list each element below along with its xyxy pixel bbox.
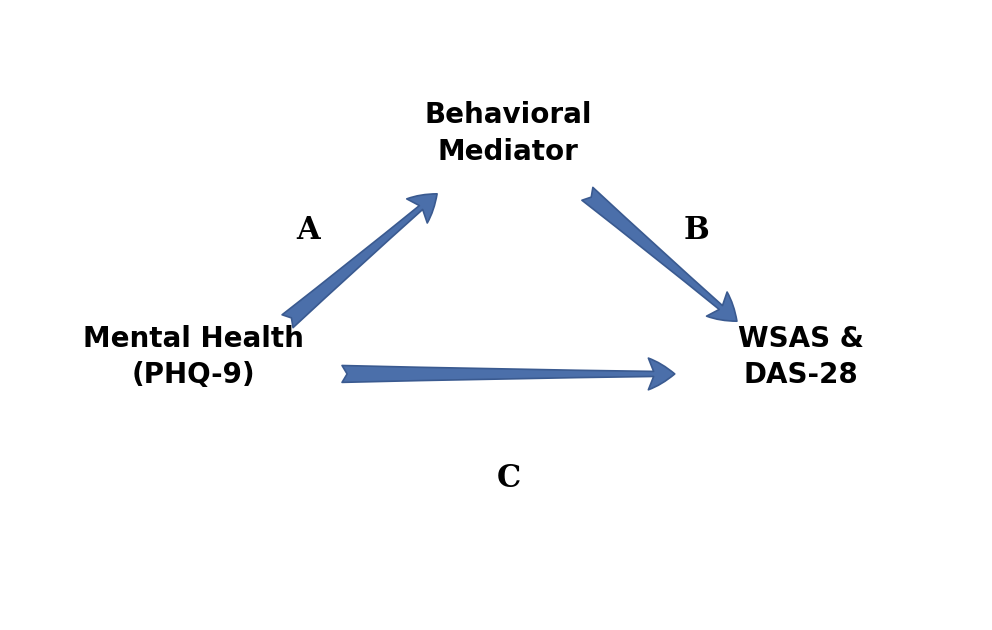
FancyArrowPatch shape: [582, 187, 737, 321]
Text: A: A: [297, 215, 320, 246]
Text: C: C: [496, 462, 521, 494]
Text: Mental Health
(PHQ-9): Mental Health (PHQ-9): [82, 324, 304, 389]
Text: Behavioral
Mediator: Behavioral Mediator: [425, 101, 592, 166]
FancyArrowPatch shape: [282, 194, 437, 328]
FancyArrowPatch shape: [342, 358, 675, 390]
Text: WSAS &
DAS-28: WSAS & DAS-28: [738, 324, 863, 389]
Text: B: B: [683, 215, 709, 246]
